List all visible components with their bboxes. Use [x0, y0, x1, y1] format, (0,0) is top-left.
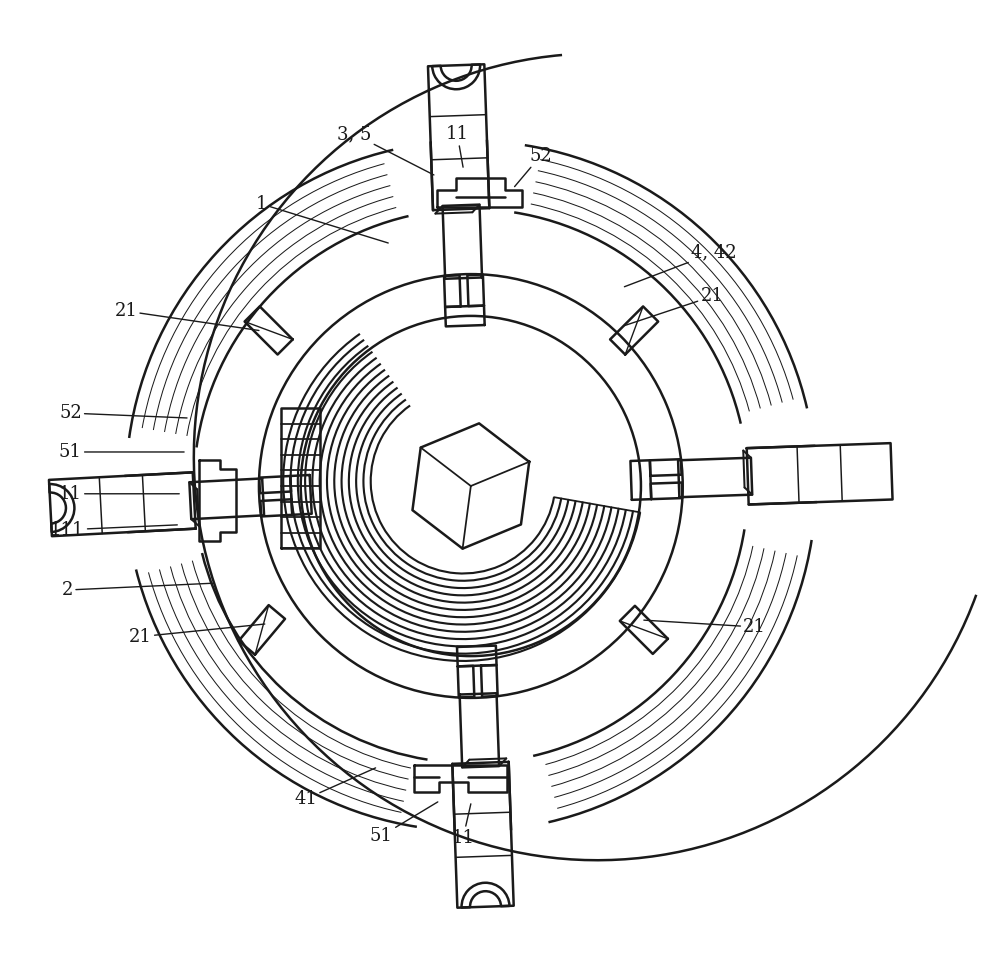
Text: 11: 11 — [446, 125, 469, 167]
Text: 41: 41 — [294, 768, 376, 808]
Text: 2: 2 — [62, 581, 213, 599]
Text: 21: 21 — [624, 288, 723, 326]
Text: 21: 21 — [114, 302, 259, 330]
Text: 111: 111 — [50, 521, 177, 538]
Text: 1: 1 — [256, 195, 388, 243]
Text: 52: 52 — [515, 147, 552, 187]
Text: 21: 21 — [644, 618, 766, 636]
Text: 52: 52 — [59, 404, 187, 422]
Text: 11: 11 — [59, 485, 179, 503]
Text: 21: 21 — [129, 624, 265, 645]
Text: 4, 42: 4, 42 — [624, 244, 737, 287]
Text: 3, 5: 3, 5 — [337, 125, 434, 175]
Text: 51: 51 — [59, 443, 184, 461]
Text: 11: 11 — [452, 804, 475, 847]
Text: 51: 51 — [370, 802, 438, 845]
